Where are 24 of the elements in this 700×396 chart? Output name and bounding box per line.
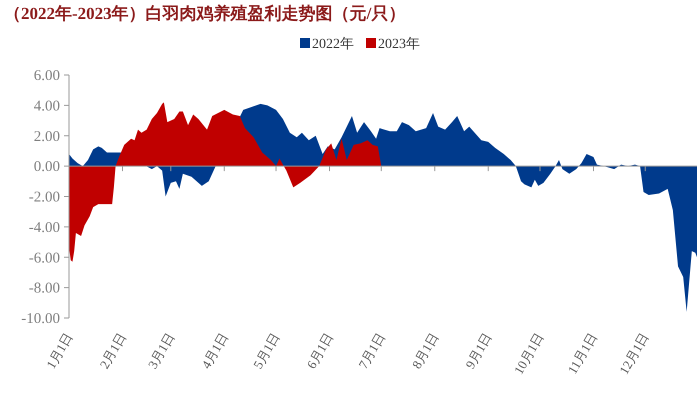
x-tick-label: 3月1日 [144,330,178,372]
x-tick-label: 7月1日 [355,330,388,372]
y-tick-label: -4.00 [28,220,60,236]
x-tick-label: 11月1日 [564,330,600,376]
chart-title: （2022年-2023年）白羽肉鸡养殖盈利走势图（元/只） [4,4,406,23]
x-tick-label: 4月1日 [198,330,231,372]
y-tick-label: -2.00 [28,190,60,206]
x-tick-label: 9月1日 [462,330,495,372]
y-tick-label: -8.00 [28,280,60,297]
y-tick-label: -6.00 [28,250,60,266]
legend-label: 2023年 [378,36,420,52]
x-tick-label: 12月1日 [616,330,652,377]
x-tick-label: 5月1日 [250,330,283,372]
x-tick-label: 2月1日 [96,330,130,372]
x-tick-label: 8月1日 [408,330,442,372]
x-tick-label: 10月1日 [510,330,547,377]
x-tick-label: 6月1日 [304,330,336,372]
y-tick-label: 0.00 [34,159,60,176]
legend-label: 2022年 [312,36,354,52]
y-tick-label: 4.00 [34,98,60,114]
y-tick-label: 6.00 [34,68,60,84]
y-tick-label: -10.00 [21,311,60,327]
y-tick-label: 2.00 [34,128,60,145]
x-tick-label: 1月1日 [43,330,76,372]
